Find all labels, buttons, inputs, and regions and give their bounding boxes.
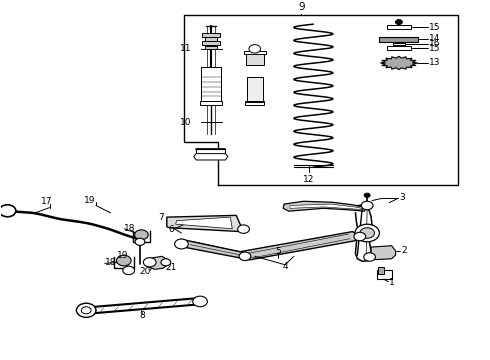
Circle shape <box>135 230 148 240</box>
Bar <box>245 101 264 104</box>
Bar <box>393 42 405 45</box>
Circle shape <box>239 252 251 261</box>
Text: 12: 12 <box>303 175 314 184</box>
Circle shape <box>238 225 249 233</box>
Text: 6: 6 <box>169 225 174 234</box>
Text: 9: 9 <box>298 2 304 12</box>
Bar <box>387 25 411 30</box>
Text: 8: 8 <box>140 311 145 320</box>
Text: 18: 18 <box>124 224 136 233</box>
Circle shape <box>123 266 135 275</box>
Text: 13: 13 <box>429 58 441 67</box>
Bar <box>377 270 392 279</box>
Circle shape <box>360 228 374 238</box>
Text: 1: 1 <box>389 278 395 287</box>
Circle shape <box>354 232 366 241</box>
Text: 15: 15 <box>429 23 441 32</box>
Bar <box>200 101 221 105</box>
Circle shape <box>117 255 131 266</box>
Bar <box>246 53 264 65</box>
Circle shape <box>395 19 402 24</box>
Text: 11: 11 <box>180 44 191 53</box>
Circle shape <box>76 303 96 317</box>
Text: 15: 15 <box>429 44 441 53</box>
Circle shape <box>364 253 375 261</box>
Circle shape <box>361 201 373 210</box>
Polygon shape <box>194 154 228 160</box>
Polygon shape <box>167 215 241 231</box>
Text: 4: 4 <box>282 262 288 271</box>
Bar <box>247 77 263 102</box>
Polygon shape <box>175 217 232 229</box>
Circle shape <box>355 224 379 242</box>
Bar <box>196 149 225 154</box>
Bar <box>202 41 220 45</box>
Text: 3: 3 <box>399 193 405 202</box>
Circle shape <box>364 193 370 197</box>
Bar <box>245 103 264 105</box>
Polygon shape <box>147 256 169 269</box>
Polygon shape <box>179 231 360 260</box>
Bar <box>244 51 266 54</box>
Text: 18: 18 <box>105 258 116 267</box>
Circle shape <box>174 239 188 249</box>
Circle shape <box>193 296 207 307</box>
Circle shape <box>135 238 145 246</box>
Text: 10: 10 <box>180 118 191 127</box>
Text: 21: 21 <box>165 263 176 272</box>
Bar <box>378 266 384 274</box>
Text: 7: 7 <box>158 213 164 222</box>
Polygon shape <box>380 56 417 70</box>
Text: 14: 14 <box>429 35 441 44</box>
Text: 16: 16 <box>429 40 441 49</box>
Polygon shape <box>371 246 395 260</box>
Text: 5: 5 <box>275 247 281 256</box>
Bar <box>387 46 411 50</box>
Circle shape <box>144 258 156 267</box>
Text: 19: 19 <box>84 197 96 206</box>
Text: 17: 17 <box>41 198 52 207</box>
Bar <box>205 46 217 49</box>
Circle shape <box>161 259 171 266</box>
Circle shape <box>0 205 16 217</box>
Polygon shape <box>283 201 365 211</box>
Bar <box>205 37 217 41</box>
Text: 19: 19 <box>117 251 128 260</box>
Polygon shape <box>379 36 418 42</box>
Circle shape <box>249 45 261 53</box>
Polygon shape <box>290 204 360 210</box>
Text: 2: 2 <box>401 246 407 255</box>
Circle shape <box>81 307 91 314</box>
Text: 20: 20 <box>139 267 150 276</box>
Bar <box>202 33 220 36</box>
